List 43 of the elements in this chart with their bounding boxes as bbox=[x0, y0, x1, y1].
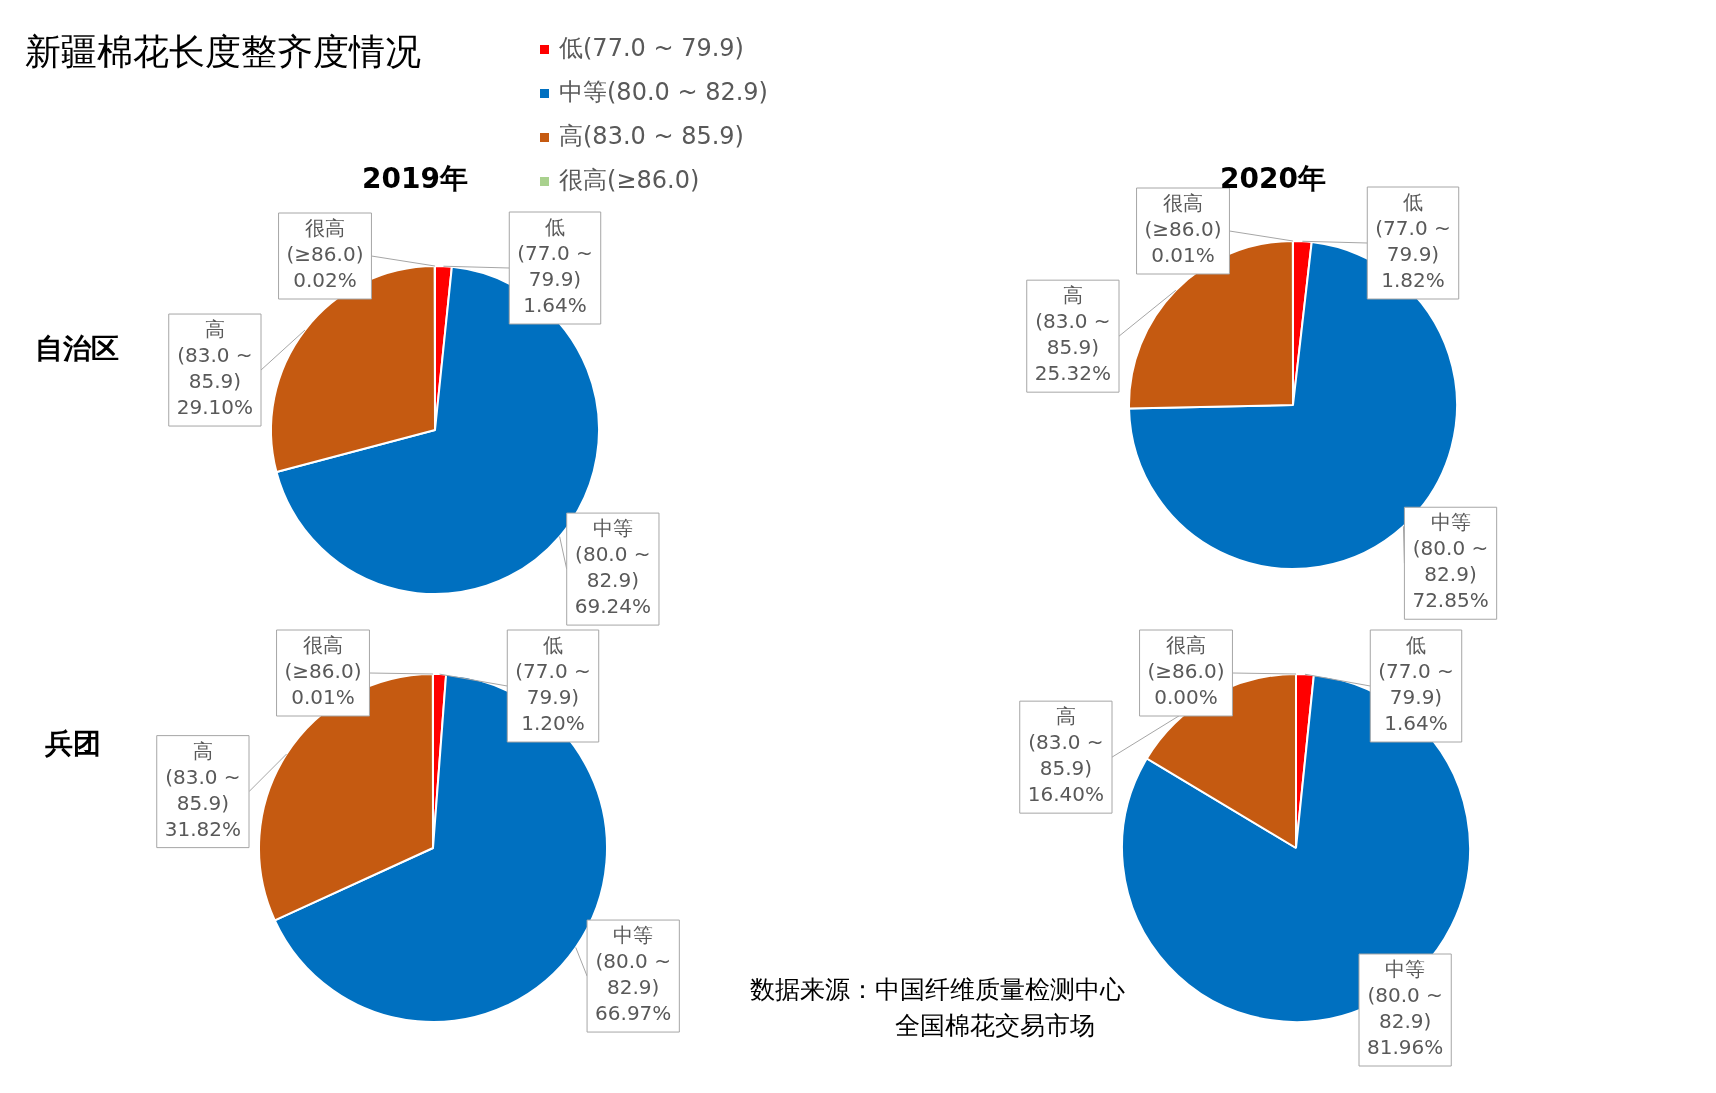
slice-label: 中等(80.0 ~ 82.9) bbox=[1412, 510, 1489, 587]
text: 0.00% bbox=[1154, 685, 1218, 710]
text: 2019年 bbox=[362, 161, 468, 197]
data-label: 66.97% bbox=[595, 1001, 672, 1026]
slice-label: 很高(≥86.0) bbox=[286, 216, 364, 267]
slice-label: 低(77.0 ~ 79.9) bbox=[1378, 633, 1454, 710]
data-label: 81.96% bbox=[1367, 1035, 1444, 1060]
slice-label: 很高(≥86.0) bbox=[1144, 191, 1222, 242]
legend-label: 很高(≥86.0) bbox=[559, 166, 700, 194]
data-label: 1.64% bbox=[523, 293, 587, 318]
slice-label: 高(83.0 ~ 85.9) bbox=[1035, 283, 1111, 360]
data-label: 25.32% bbox=[1034, 361, 1111, 386]
data-label: 1.82% bbox=[1381, 268, 1445, 293]
slice-label: 低(77.0 ~ 79.9) bbox=[517, 215, 593, 292]
slice-label: 高(83.0 ~ 85.9) bbox=[1028, 704, 1104, 781]
data-label: 72.85% bbox=[1412, 588, 1489, 613]
slice-label: 中等(80.0 ~ 82.9) bbox=[575, 516, 651, 593]
text: 全国棉花交易市场 bbox=[895, 1010, 1095, 1042]
text: 新疆棉花长度整齐度情况 bbox=[25, 30, 421, 74]
source-note: 数据来源：中国纤维质量检测中心 bbox=[750, 974, 1125, 1006]
slice-label: 中等(80.0 ~ 82.9) bbox=[595, 923, 671, 1000]
data-label: 69.24% bbox=[574, 594, 651, 619]
legend-label: 低(77.0 ~ 79.9) bbox=[559, 34, 744, 62]
category-label: 很高(≥86.0) bbox=[1147, 633, 1225, 684]
data-label: 0.02% bbox=[293, 268, 357, 293]
slice-label: 低(77.0 ~ 79.9) bbox=[1375, 190, 1451, 267]
data-label: 0.01% bbox=[291, 685, 355, 710]
slice-label: 中等(80.0 ~ 82.9) bbox=[1367, 957, 1443, 1034]
slice-label: 高(83.0 ~ 85.9) bbox=[177, 317, 253, 394]
data-label: 16.40% bbox=[1027, 782, 1104, 807]
slice-label: 很高(≥86.0) bbox=[284, 633, 362, 684]
slice-label: 低(77.0 ~ 79.9) bbox=[515, 633, 591, 710]
text: 兵团 bbox=[45, 726, 101, 762]
data-label: 1.20% bbox=[521, 711, 585, 736]
data-label: 1.64% bbox=[1384, 711, 1448, 736]
chart-title: 2020年 bbox=[1220, 161, 1326, 197]
data-label: 29.10% bbox=[176, 395, 253, 420]
slice-label: 高(83.0 ~ 85.9) bbox=[165, 738, 241, 815]
data-label: 31.82% bbox=[164, 816, 241, 841]
legend-label: 高(83.0 ~ 85.9) bbox=[559, 122, 744, 150]
data-label: 0.01% bbox=[1151, 243, 1215, 268]
text: 自治区 bbox=[35, 331, 119, 367]
legend-label: 中等(80.0 ~ 82.9) bbox=[559, 78, 768, 106]
